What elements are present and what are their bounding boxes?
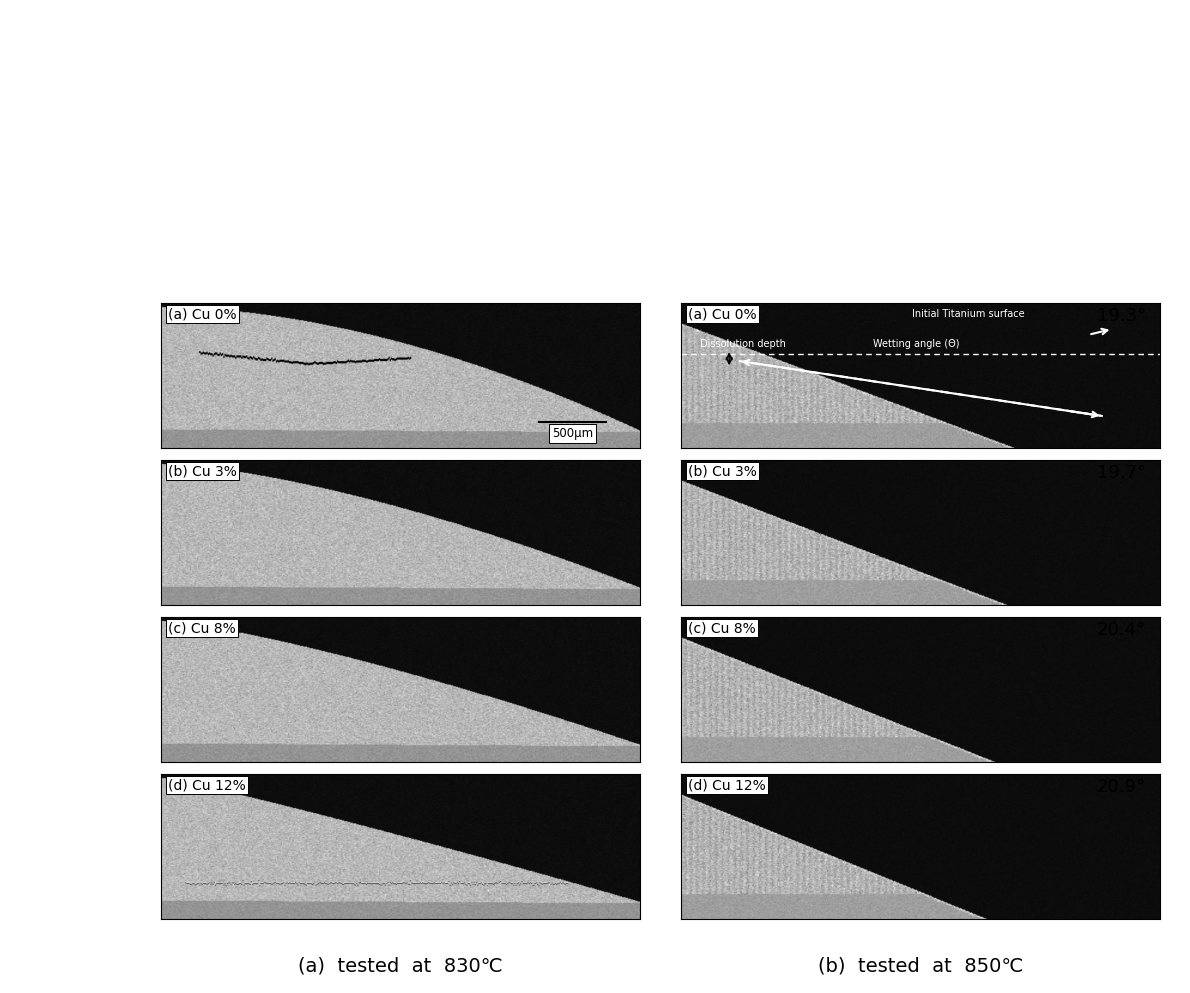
Text: Initial Titanium surface: Initial Titanium surface [913, 310, 1025, 320]
Text: (d) Cu 12%: (d) Cu 12% [689, 779, 766, 792]
Text: (d) Cu 12%: (d) Cu 12% [168, 779, 245, 792]
Text: (c) Cu 8%: (c) Cu 8% [689, 622, 756, 636]
Text: (b) Cu 3%: (b) Cu 3% [168, 465, 237, 479]
Text: Wetting angle (Θ): Wetting angle (Θ) [873, 340, 959, 350]
Text: (a) Cu 0%: (a) Cu 0% [689, 307, 757, 321]
Text: (a) Cu 0%: (a) Cu 0% [168, 307, 237, 321]
Text: (a)  tested  at  830℃: (a) tested at 830℃ [298, 957, 502, 976]
Text: (b) Cu 3%: (b) Cu 3% [689, 465, 757, 479]
Text: Dissolution depth: Dissolution depth [701, 340, 787, 350]
Text: 19.7°: 19.7° [1097, 465, 1146, 483]
Text: 20.4°: 20.4° [1097, 622, 1146, 639]
Text: (c) Cu 8%: (c) Cu 8% [168, 622, 236, 636]
Text: 500μm: 500μm [552, 427, 593, 440]
Text: (b)  tested  at  850℃: (b) tested at 850℃ [819, 957, 1023, 976]
Text: 20.9°: 20.9° [1097, 779, 1146, 796]
Text: 19.3°: 19.3° [1097, 307, 1146, 326]
